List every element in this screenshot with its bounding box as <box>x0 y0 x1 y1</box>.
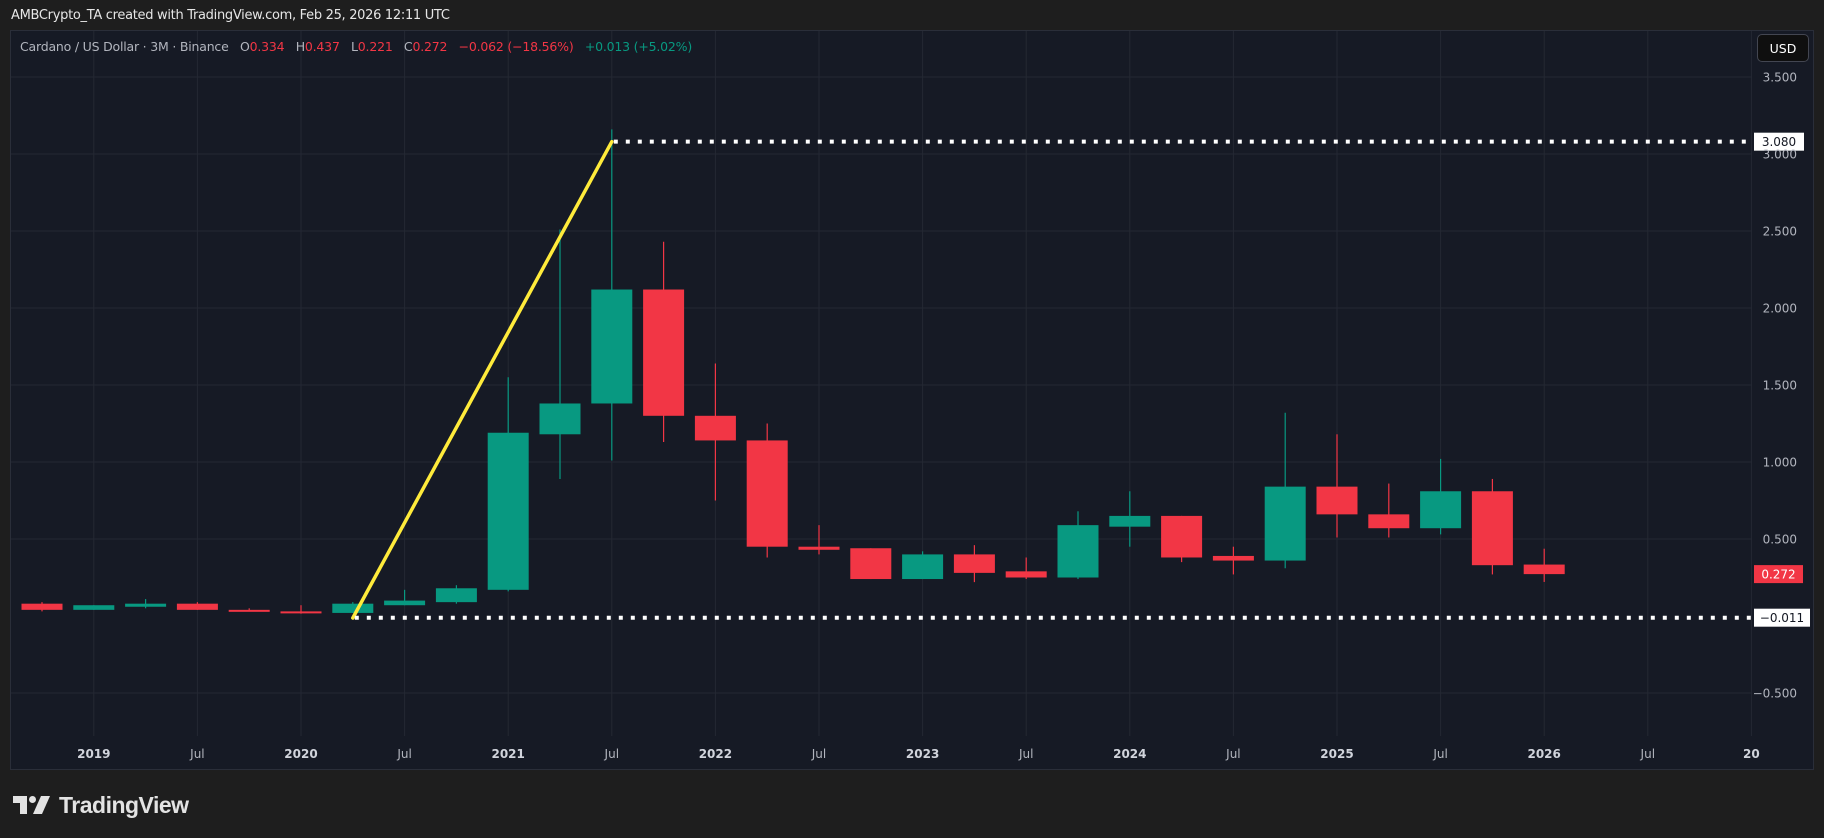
svg-text:2025: 2025 <box>1320 747 1353 761</box>
candle-q4-2023[interactable] <box>1057 511 1099 580</box>
open-value: 0.334 <box>249 39 285 54</box>
svg-text:2023: 2023 <box>906 747 939 761</box>
price-axis[interactable]: 3.500 3.000 2.500 2.000 1.500 1.000 0.500 −0.50… <box>1753 71 1803 701</box>
svg-text:Jul: Jul <box>1018 747 1033 761</box>
logo-text: TradingView <box>59 791 189 818</box>
candle-q4-2018[interactable] <box>21 602 63 612</box>
svg-text:2021: 2021 <box>491 747 524 761</box>
candle-q4-2021[interactable] <box>643 241 685 442</box>
candle-q4-2024[interactable] <box>1264 412 1306 569</box>
svg-text:2.000: 2.000 <box>1763 302 1797 316</box>
svg-text:2019: 2019 <box>77 747 110 761</box>
candle-q3-2023[interactable] <box>1005 557 1047 580</box>
candle-q3-2019[interactable] <box>176 602 218 610</box>
svg-text:−0.500: −0.500 <box>1753 687 1797 701</box>
svg-text:1.500: 1.500 <box>1763 379 1797 393</box>
secondary-change-value: +0.013 (+5.02%) <box>584 39 692 54</box>
candle-q1-2019[interactable] <box>73 605 115 610</box>
last-price-label: 0.272 <box>1754 565 1803 584</box>
candle-q3-2024[interactable] <box>1212 546 1254 575</box>
level-price-label: 3.080 <box>1754 132 1804 151</box>
candle-q1-2022[interactable] <box>694 363 736 501</box>
candle-q2-2023[interactable] <box>953 545 995 583</box>
low-value: 0.221 <box>357 39 393 54</box>
candle-q1-2023[interactable] <box>902 551 944 580</box>
trend-line[interactable] <box>351 139 614 620</box>
svg-text:Jul: Jul <box>396 747 411 761</box>
candle-q3-2021[interactable] <box>591 129 633 461</box>
high-label: H <box>295 39 305 54</box>
high-value: 0.437 <box>304 39 340 54</box>
close-label: C <box>403 39 413 54</box>
candle-q2-2022[interactable] <box>746 423 788 558</box>
tradingview-logo-icon <box>13 796 50 814</box>
svg-text:2026: 2026 <box>1527 747 1560 761</box>
drawings[interactable]: 3.080 −0.011 <box>351 132 1810 627</box>
svg-text:20: 20 <box>1743 747 1760 761</box>
svg-text:Jul: Jul <box>1432 747 1447 761</box>
svg-text:3.500: 3.500 <box>1763 71 1797 85</box>
symbol-title[interactable]: Cardano / US Dollar · 3M · Binance <box>20 39 229 54</box>
candle-q4-2019[interactable] <box>228 608 270 612</box>
svg-text:2022: 2022 <box>699 747 732 761</box>
svg-text:2020: 2020 <box>284 747 317 761</box>
candle-q2-2021[interactable] <box>539 229 581 479</box>
tradingview-logo[interactable]: TradingView <box>13 792 189 818</box>
chart-caption: AMBCrypto_TA created with TradingView.co… <box>11 8 450 23</box>
candle-q2-2019[interactable] <box>125 599 167 609</box>
candle-q2-2024[interactable] <box>1161 515 1203 563</box>
candle-q3-2022[interactable] <box>798 525 840 555</box>
candle-q3-2020[interactable] <box>384 589 426 606</box>
candle-q1-2026[interactable] <box>1523 548 1565 582</box>
candle-q4-2025[interactable] <box>1471 478 1513 575</box>
svg-text:Jul: Jul <box>1640 747 1655 761</box>
candle-q1-2024[interactable] <box>1109 491 1151 547</box>
svg-text:Jul: Jul <box>189 747 204 761</box>
svg-text:3.000: 3.000 <box>1763 148 1797 162</box>
symbol-legend: Cardano / US Dollar · 3M · Binance O0.33… <box>20 39 692 54</box>
svg-text:3.080: 3.080 <box>1762 135 1796 149</box>
close-value: 0.272 <box>412 39 448 54</box>
candle-q2-2020[interactable] <box>332 602 374 613</box>
svg-text:2024: 2024 <box>1113 747 1146 761</box>
low-label: L <box>351 39 358 54</box>
svg-text:Jul: Jul <box>604 747 619 761</box>
candle-q4-2022[interactable] <box>850 548 892 580</box>
candle-q1-2020[interactable] <box>280 605 322 614</box>
svg-text:0.272: 0.272 <box>1761 568 1795 582</box>
svg-text:1.000: 1.000 <box>1763 456 1797 470</box>
currency-button[interactable]: USD <box>1757 34 1809 62</box>
svg-text:Jul: Jul <box>811 747 826 761</box>
candle-q2-2025[interactable] <box>1368 483 1410 538</box>
svg-text:2.500: 2.500 <box>1763 225 1797 239</box>
candles <box>21 129 1565 614</box>
open-label: O <box>239 39 250 54</box>
candle-q4-2020[interactable] <box>435 585 477 604</box>
svg-text:−0.011: −0.011 <box>1760 611 1804 625</box>
candle-q1-2021[interactable] <box>487 377 529 592</box>
candle-q1-2025[interactable] <box>1316 434 1358 538</box>
candle-q3-2025[interactable] <box>1420 458 1462 535</box>
svg-text:0.500: 0.500 <box>1763 533 1797 547</box>
level-price-label: −0.011 <box>1754 608 1810 627</box>
time-axis[interactable]: 2019 Jul 2020 Jul 2021 Jul 2022 Jul 2023 Jul 2024 J… <box>77 740 1813 768</box>
svg-text:Jul: Jul <box>1225 747 1240 761</box>
chart-pane[interactable] <box>10 30 1814 770</box>
grid <box>11 31 1752 736</box>
change-value: −0.062 (−18.56%) <box>458 39 574 54</box>
